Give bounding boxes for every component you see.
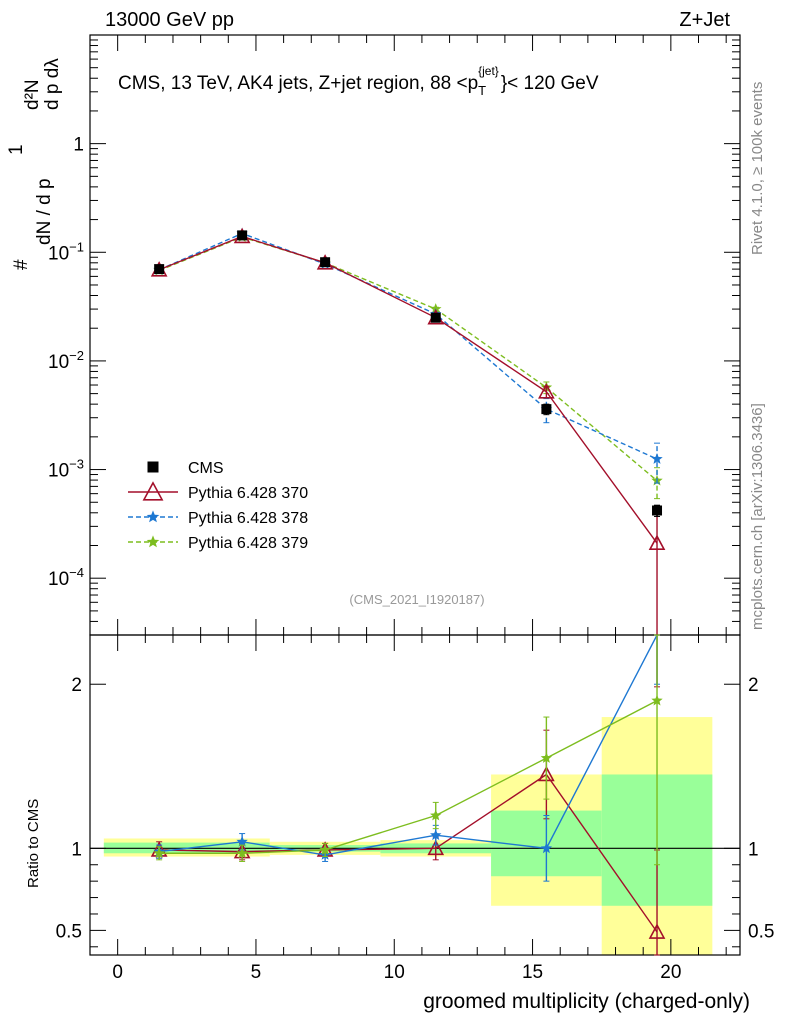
plot-title-suffix: }< 120 GeV — [501, 73, 599, 94]
main-point — [430, 312, 441, 323]
legend-marker — [142, 481, 164, 501]
ratio-y-tick-label-right: 0.5 — [748, 921, 774, 942]
ratio-y-tick-label: 1 — [71, 839, 82, 860]
main-point — [541, 404, 552, 415]
legend-label: Pythia 6.428 370 — [188, 485, 308, 502]
y-label-num: d²N — [22, 79, 43, 110]
mcplots-label: mcplots.cern.ch [arXiv:1306.3436] — [749, 403, 766, 630]
x-tick-label: 10 — [384, 962, 405, 983]
ratio-point — [540, 842, 553, 854]
ratio-point — [540, 752, 553, 763]
ratio-point — [236, 835, 248, 847]
ratio-y-axis-label: Ratio to CMS — [25, 799, 42, 888]
ratio-y-tick-label: 2 — [71, 675, 82, 696]
main-plot-panel: 10−4 10−3 10−2 10−1 1 — [48, 34, 741, 688]
y-label-den: d p dλ — [42, 58, 63, 110]
main-y-axis-label: # dN / d p 1 d²N d p dλ — [6, 58, 63, 270]
plot-title-prefix: CMS, 13 TeV, AK4 jets, Z+jet region, 88 … — [118, 73, 478, 94]
legend-label: Pythia 6.428 379 — [188, 535, 308, 552]
ratio-point — [648, 923, 666, 939]
main-y-tick-label: 1 — [73, 135, 84, 156]
main-point — [154, 264, 165, 275]
main-series-line-1 — [158, 232, 658, 460]
ratio-series-line-2 — [159, 700, 658, 854]
rivet-label: Rivet 4.1.0, ≥ 100k events — [749, 82, 766, 255]
ratio-point — [427, 839, 445, 856]
plot-title: CMS, 13 TeV, AK4 jets, Z+jet region, 88 … — [118, 64, 599, 98]
ratio-point — [651, 694, 663, 706]
header-left: 13000 GeV pp — [105, 9, 234, 31]
ratio-point — [319, 844, 331, 855]
legend-marker — [146, 510, 160, 523]
main-point — [651, 453, 663, 464]
main-point — [652, 505, 663, 516]
main-point — [648, 534, 666, 550]
ratio-y-tick-label-right: 2 — [748, 675, 759, 696]
y-label-fraction: dN / d p — [34, 178, 55, 245]
plot-title-sub: T — [478, 83, 486, 98]
x-tick-label: 20 — [660, 962, 681, 983]
main-series-line-2 — [158, 235, 658, 544]
ratio-y-tick-label-right: 1 — [748, 839, 759, 860]
ratio-series-line-1 — [159, 634, 658, 856]
y-label-one: 1 — [6, 144, 27, 155]
ratio-frame — [89, 634, 741, 956]
main-series-line-0 — [158, 236, 658, 482]
legend-marker — [147, 461, 159, 473]
ratio-y-tick-label: 0.5 — [56, 921, 82, 942]
x-tick-label: 5 — [251, 962, 262, 983]
main-point — [237, 230, 248, 241]
main-y-tick-label: 10−1 — [48, 239, 84, 264]
main-point — [538, 383, 555, 399]
main-point — [320, 257, 331, 268]
ratio-point — [236, 847, 248, 859]
legend-label: CMS — [188, 460, 224, 477]
ratio-plot-panel: 0 5 10 15 20 0.5 0.5 1 1 2 2 — [56, 634, 774, 983]
watermark-analysis-id: (CMS_2021_I1920187) — [349, 592, 484, 607]
plot-title-sup: {jet} — [478, 64, 499, 78]
header-right: Z+Jet — [679, 9, 730, 31]
legend: CMS Pythia 6.428 370 Pythia 6.428 378 Pythi… — [128, 460, 308, 552]
main-y-tick-label: 10−2 — [48, 348, 84, 373]
ratio-point — [430, 809, 442, 821]
ratio-point — [430, 829, 442, 841]
y-label-hash: # — [11, 259, 32, 270]
x-axis-label: groomed multiplicity (charged-only) — [423, 990, 750, 1013]
legend-marker — [146, 535, 160, 548]
main-y-tick-label: 10−3 — [48, 457, 84, 482]
ratio-point — [153, 847, 165, 859]
main-y-tick-label: 10−4 — [48, 565, 84, 590]
ratio-series-line-0 — [159, 773, 658, 933]
legend-label: Pythia 6.428 378 — [188, 510, 308, 527]
x-tick-label: 15 — [522, 962, 543, 983]
x-tick-label: 0 — [112, 962, 123, 983]
